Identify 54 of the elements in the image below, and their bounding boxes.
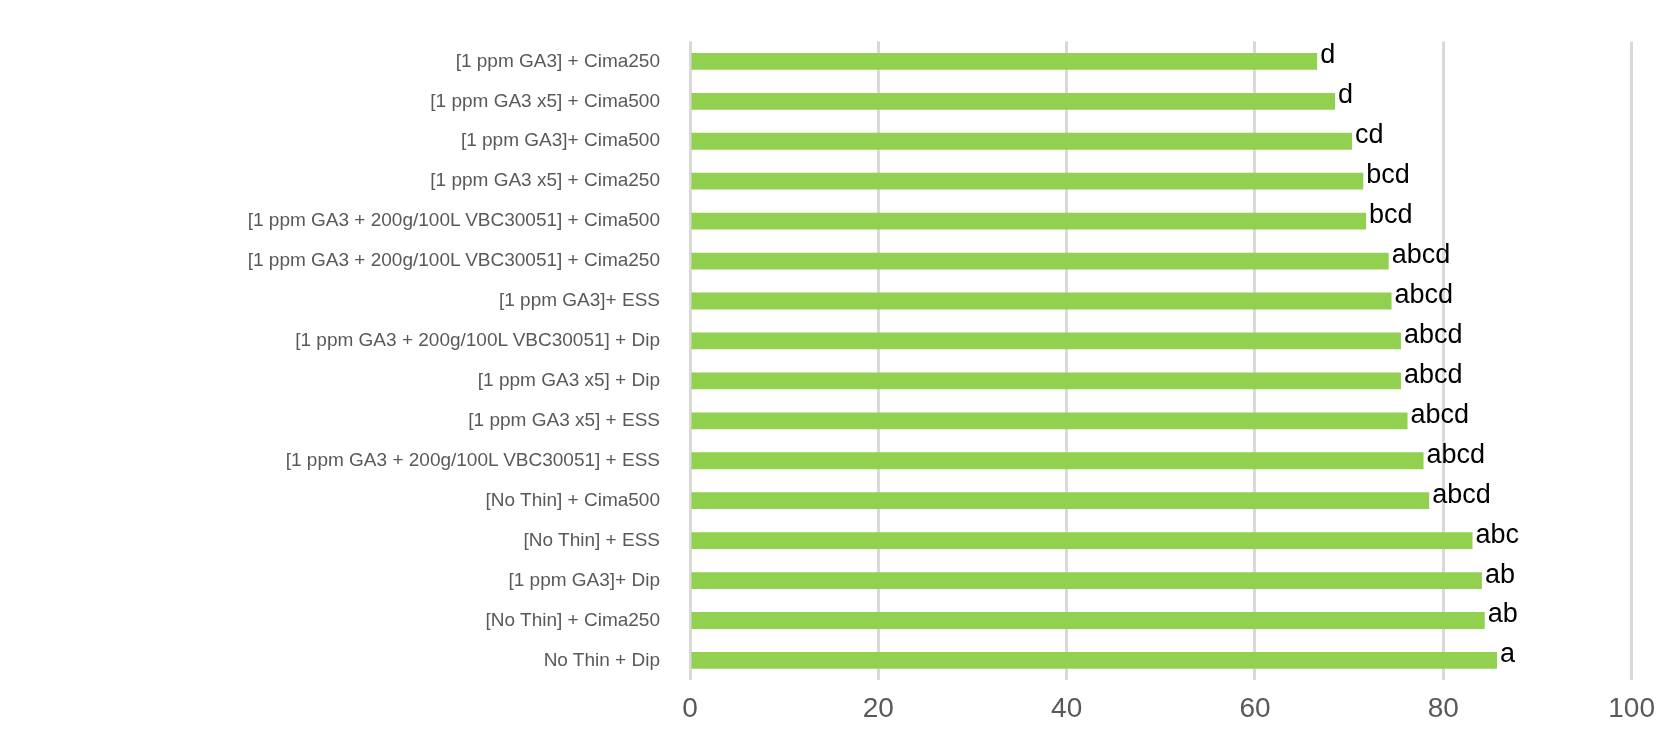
annotation: bcd <box>1369 199 1413 230</box>
x-tick-label: 40 <box>1051 691 1083 723</box>
y-tick-label: [1 ppm GA3 + 200g/100L VBC30051] + Cima500 <box>247 209 660 231</box>
annotation: abcd <box>1410 398 1470 429</box>
annotation: abc <box>1475 518 1520 549</box>
bar <box>691 412 1408 430</box>
annotation: ab <box>1487 598 1518 629</box>
bar <box>691 252 1389 270</box>
y-tick-label: [1 ppm GA3] + Cima250 <box>455 49 660 71</box>
y-tick-label: [1 ppm GA3 + 200g/100L VBC30051] + Cima250 <box>247 249 660 271</box>
y-tick-label: No Thin + Dip <box>543 648 660 670</box>
x-tick-label: 20 <box>862 691 894 723</box>
bar <box>691 492 1430 510</box>
annotation: abcd <box>1426 438 1486 469</box>
y-tick-label: [1 ppm GA3 x5] + ESS <box>468 409 660 431</box>
y-tick-label: [1 ppm GA3]+ Dip <box>508 568 660 590</box>
annotation: d <box>1320 39 1336 70</box>
x-tick-label: 0 <box>682 691 698 723</box>
bar <box>691 332 1401 350</box>
y-tick-label: [1 ppm GA3 + 200g/100L VBC30051] + ESS <box>285 448 660 470</box>
y-tick-label: [No Thin] + ESS <box>523 528 660 550</box>
x-tick-label: 60 <box>1239 691 1271 723</box>
bar <box>691 172 1364 190</box>
bar <box>691 52 1318 70</box>
x-tick-label: 100 <box>1608 691 1655 723</box>
annotation: abcd <box>1403 318 1463 349</box>
bar <box>691 212 1367 230</box>
y-tick-label: [1 ppm GA3]+ Cima500 <box>460 129 660 151</box>
y-tick-label: [1 ppm GA3 x5] + Cima500 <box>430 89 660 111</box>
bar <box>691 92 1336 110</box>
annotation: d <box>1338 79 1354 110</box>
y-tick-label: [1 ppm GA3 x5] + Cima250 <box>430 169 660 191</box>
y-tick-label: [No Thin] + Cima250 <box>485 608 660 630</box>
bar <box>691 452 1424 470</box>
y-tick-label: [1 ppm GA3]+ ESS <box>498 289 660 311</box>
annotation: abcd <box>1394 278 1454 309</box>
bar <box>691 572 1482 589</box>
bar <box>691 652 1497 669</box>
annotation: abcd <box>1432 478 1491 509</box>
annotation: cd <box>1354 119 1384 150</box>
annotation: bcd <box>1366 159 1410 190</box>
bar <box>691 292 1392 310</box>
y-tick-label: [No Thin] + Cima500 <box>485 488 660 510</box>
bar <box>691 612 1485 629</box>
annotation: abcd <box>1403 358 1463 389</box>
annotation: abcd <box>1391 239 1451 270</box>
bar <box>691 132 1352 150</box>
bar <box>691 532 1473 550</box>
y-tick-label: [1 ppm GA3 + 200g/100L VBC30051] + Dip <box>295 329 660 351</box>
annotation: ab <box>1484 558 1515 589</box>
annotation: a <box>1499 638 1516 669</box>
y-tick-label: [1 ppm GA3 x5] + Dip <box>477 369 660 391</box>
x-tick-label: 80 <box>1427 691 1459 723</box>
bar <box>691 372 1401 390</box>
